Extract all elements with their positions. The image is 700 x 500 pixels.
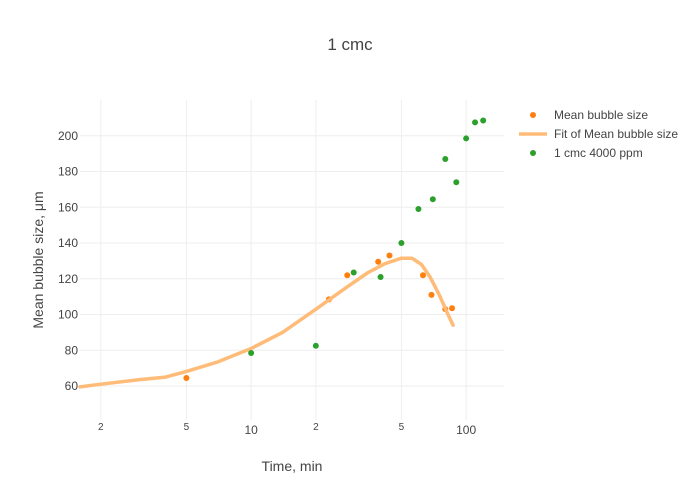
data-point bbox=[398, 240, 405, 247]
data-point bbox=[449, 305, 456, 312]
plot-area bbox=[78, 117, 487, 389]
x-minor-tick-label: 2 bbox=[98, 422, 104, 433]
data-point bbox=[429, 196, 436, 203]
series-0 bbox=[183, 252, 456, 381]
x-minor-tick-label: 5 bbox=[399, 422, 405, 433]
x-tick-label: 10 bbox=[244, 423, 258, 437]
chart-title: 1 cmc bbox=[327, 35, 373, 54]
legend-item[interactable]: 1 cmc 4000 ppm bbox=[530, 146, 643, 160]
y-tick-label: 140 bbox=[58, 236, 78, 250]
legend-swatch bbox=[530, 112, 536, 118]
data-point bbox=[375, 258, 382, 265]
legend-label: Mean bubble size bbox=[554, 108, 648, 122]
legend-item[interactable]: Mean bubble size bbox=[530, 108, 648, 122]
data-point bbox=[419, 272, 426, 279]
data-point bbox=[428, 291, 435, 298]
y-tick-label: 200 bbox=[58, 129, 78, 143]
y-tick-label: 180 bbox=[58, 165, 78, 179]
data-point bbox=[463, 135, 470, 142]
series-2 bbox=[248, 117, 487, 356]
legend-item[interactable]: Fit of Mean bubble size bbox=[519, 127, 678, 141]
data-point bbox=[453, 179, 460, 186]
y-axis-title: Mean bubble size, μm bbox=[30, 191, 46, 328]
data-point bbox=[344, 272, 351, 279]
legend-label: Fit of Mean bubble size bbox=[554, 127, 678, 141]
legend[interactable]: Mean bubble size Fit of Mean bubble size 1… bbox=[519, 108, 678, 160]
x-tick-label: 100 bbox=[456, 423, 476, 437]
data-point bbox=[480, 117, 487, 124]
legend-label: 1 cmc 4000 ppm bbox=[554, 146, 643, 160]
data-point bbox=[350, 269, 357, 276]
y-axis-ticks: 60 80 100 120 140 160 180 200 bbox=[58, 129, 78, 393]
data-point bbox=[248, 349, 255, 356]
x-axis-title: Time, min bbox=[262, 458, 323, 474]
y-tick-label: 60 bbox=[65, 379, 79, 393]
data-point bbox=[377, 273, 384, 280]
series-1 bbox=[78, 256, 455, 389]
y-tick-label: 160 bbox=[58, 200, 78, 214]
y-tick-label: 120 bbox=[58, 272, 78, 286]
y-tick-label: 100 bbox=[58, 308, 78, 322]
x-minor-tick-label: 5 bbox=[184, 422, 190, 433]
data-point bbox=[312, 342, 319, 349]
data-point bbox=[386, 252, 393, 259]
data-point bbox=[415, 206, 422, 213]
data-point bbox=[472, 119, 479, 126]
legend-swatch bbox=[530, 150, 536, 156]
data-point bbox=[183, 374, 190, 381]
y-tick-label: 80 bbox=[65, 343, 79, 357]
grid-layer bbox=[80, 100, 504, 420]
x-axis-ticks: 10 100 2 5 2 5 bbox=[98, 422, 476, 437]
data-point bbox=[442, 155, 449, 162]
fit-line bbox=[78, 256, 455, 389]
x-minor-tick-label: 2 bbox=[313, 422, 319, 433]
